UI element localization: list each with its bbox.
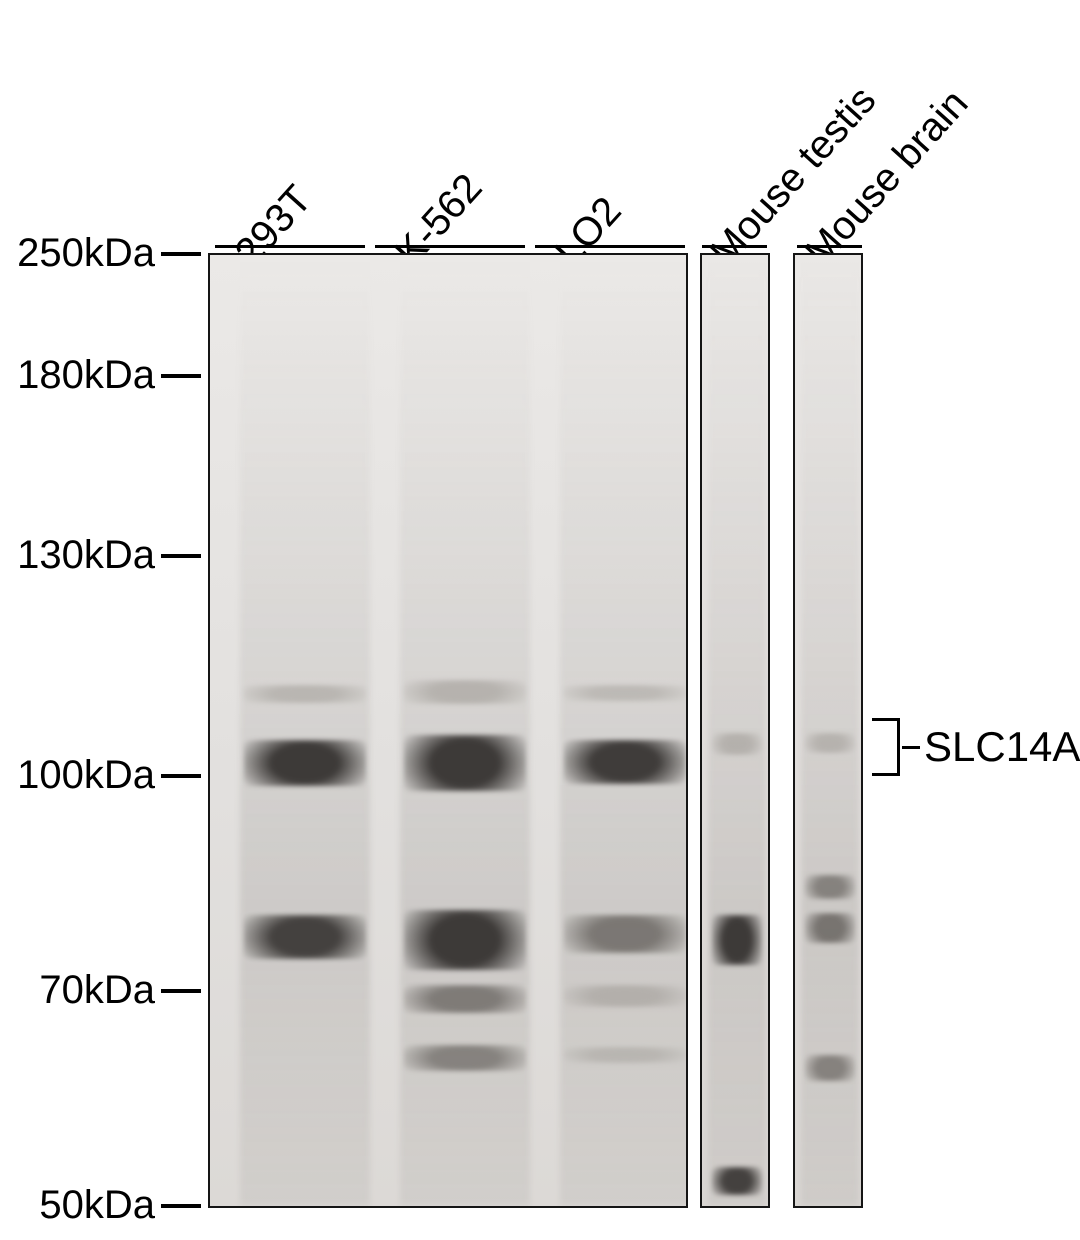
mw-marker-label: 130kDa [0,533,155,578]
target-bracket [872,718,900,776]
blot-band [404,1045,526,1071]
mw-marker-label: 250kDa [0,231,155,276]
mw-marker-label: 180kDa [0,353,155,398]
blot-band [404,680,526,704]
blot-band [805,875,855,899]
blot-band [244,685,366,703]
blot-band [712,1167,762,1195]
blot-band [564,915,686,953]
lane-k562-underline [375,245,525,248]
target-dash [902,746,920,749]
blot-band [712,915,762,965]
mw-marker: 130kDa [0,533,201,578]
blot-band [805,733,855,753]
lane-labels-group: 293TK-562LO2Mouse testisMouse brain [0,0,1080,260]
lane-mouse-brain-underline [797,245,862,248]
mw-marker-tick [161,554,201,558]
lane-smear [708,255,766,1206]
mw-marker-tick [161,252,201,256]
mw-marker: 180kDa [0,353,201,398]
blot-band [564,985,686,1007]
blot-band [244,915,366,959]
blot-band [404,910,526,970]
mw-marker: 70kDa [0,968,201,1013]
blot-band [564,685,686,701]
blot-band [805,913,855,943]
mw-marker-tick [161,374,201,378]
target-protein-label: SLC14A2 [924,723,1080,771]
mw-marker-tick [161,774,201,778]
western-blot-figure: 293TK-562LO2Mouse testisMouse brain 250k… [0,0,1080,1240]
mw-marker-tick [161,1204,201,1208]
lane-lo2-underline [535,245,685,248]
blot-band [404,735,526,791]
mw-marker-tick [161,989,201,993]
mw-marker-label: 100kDa [0,753,155,798]
lane-mouse-testis-underline [702,245,767,248]
mw-marker-label: 50kDa [0,1183,155,1228]
blot-band [805,1055,855,1081]
mw-marker-label: 70kDa [0,968,155,1013]
lane-293t-underline [215,245,365,248]
panel-brain [793,253,863,1208]
lane-smear [560,255,688,1206]
panel-testis [700,253,770,1208]
blot-band [404,985,526,1013]
blot-band [244,740,366,786]
bracket-top-arm [872,718,900,721]
mw-marker: 100kDa [0,753,201,798]
blot-band [564,1047,686,1063]
lane-smear [240,255,370,1206]
blot-band [712,733,762,755]
blot-band [564,740,686,784]
mw-marker: 50kDa [0,1183,201,1228]
bracket-bottom-arm [872,773,900,776]
bracket-stem [897,718,900,776]
mw-marker: 250kDa [0,231,201,276]
panel-cells [208,253,688,1208]
